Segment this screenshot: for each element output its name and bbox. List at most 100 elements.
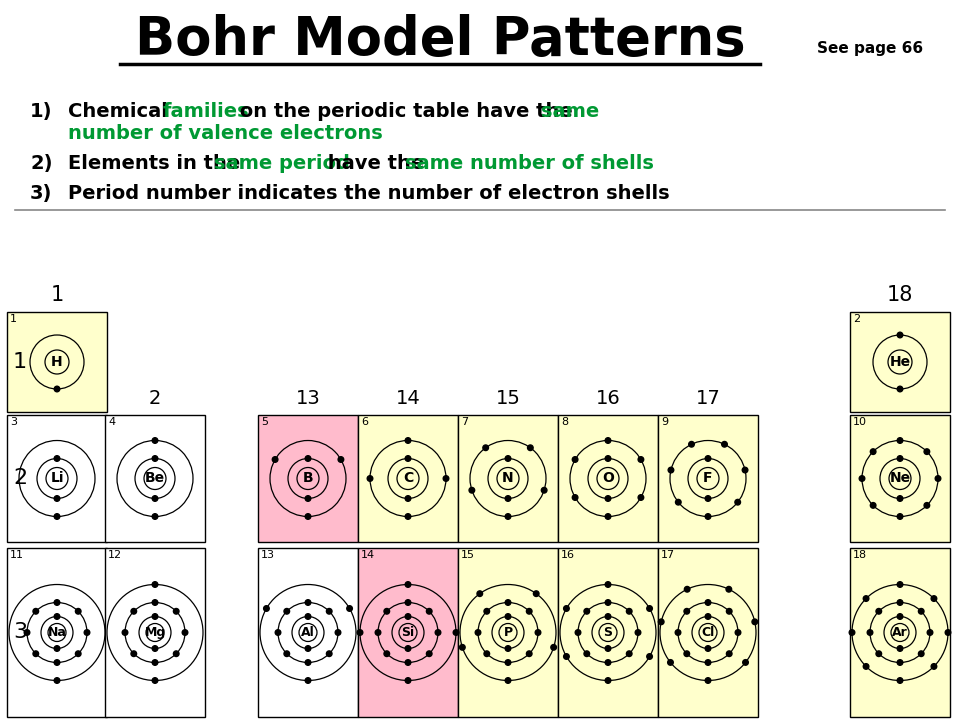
- Circle shape: [605, 678, 611, 683]
- Text: 13: 13: [296, 389, 321, 408]
- Circle shape: [505, 678, 511, 683]
- Bar: [258, 415, 358, 542]
- Circle shape: [144, 467, 166, 490]
- Circle shape: [946, 630, 950, 635]
- Circle shape: [564, 606, 569, 611]
- Circle shape: [153, 646, 157, 652]
- Text: F: F: [704, 472, 712, 485]
- Text: 3: 3: [12, 623, 27, 642]
- Circle shape: [475, 630, 481, 635]
- Circle shape: [46, 467, 68, 490]
- Circle shape: [551, 644, 557, 650]
- Circle shape: [375, 630, 381, 635]
- Circle shape: [605, 495, 611, 501]
- Circle shape: [684, 608, 689, 614]
- Circle shape: [599, 624, 617, 642]
- Circle shape: [697, 467, 719, 490]
- Bar: [458, 415, 558, 542]
- Circle shape: [605, 660, 611, 665]
- Circle shape: [526, 651, 532, 657]
- Text: 18: 18: [887, 285, 913, 305]
- Circle shape: [426, 608, 432, 614]
- Circle shape: [453, 630, 459, 635]
- Text: 9: 9: [661, 417, 668, 427]
- Circle shape: [153, 582, 157, 588]
- Text: B: B: [302, 472, 313, 485]
- Text: See page 66: See page 66: [817, 40, 924, 55]
- Text: 5: 5: [261, 417, 268, 427]
- Circle shape: [54, 456, 60, 462]
- Circle shape: [54, 600, 60, 606]
- Circle shape: [54, 386, 60, 392]
- Circle shape: [264, 606, 269, 611]
- Text: He: He: [889, 355, 911, 369]
- Text: Bohr Model Patterns: Bohr Model Patterns: [134, 14, 745, 66]
- Text: 2): 2): [30, 154, 53, 173]
- Text: Li: Li: [50, 472, 63, 485]
- Circle shape: [405, 600, 411, 606]
- Circle shape: [174, 651, 179, 657]
- Circle shape: [638, 456, 644, 462]
- Text: 2: 2: [853, 314, 860, 324]
- Circle shape: [726, 587, 732, 592]
- Circle shape: [597, 467, 619, 490]
- Circle shape: [898, 660, 902, 665]
- Circle shape: [273, 456, 277, 462]
- Circle shape: [153, 678, 157, 683]
- Circle shape: [76, 608, 81, 614]
- Circle shape: [153, 495, 157, 501]
- Circle shape: [605, 582, 611, 588]
- Circle shape: [706, 495, 710, 501]
- Circle shape: [460, 644, 466, 650]
- Circle shape: [605, 613, 611, 619]
- Bar: [7, 312, 107, 412]
- Circle shape: [357, 630, 363, 635]
- Text: Ar: Ar: [892, 626, 908, 639]
- Circle shape: [326, 608, 332, 614]
- Text: 4: 4: [108, 417, 115, 427]
- Circle shape: [584, 651, 589, 657]
- Circle shape: [850, 630, 854, 635]
- Circle shape: [499, 624, 517, 642]
- Circle shape: [131, 608, 136, 614]
- Circle shape: [876, 608, 881, 614]
- Circle shape: [435, 630, 441, 635]
- Text: 2: 2: [12, 469, 27, 488]
- Circle shape: [497, 467, 519, 490]
- Circle shape: [45, 350, 69, 374]
- Circle shape: [122, 630, 128, 635]
- Text: S: S: [604, 626, 612, 639]
- Circle shape: [326, 651, 332, 657]
- Text: 7: 7: [461, 417, 468, 427]
- Text: Cl: Cl: [702, 626, 714, 639]
- Circle shape: [575, 630, 581, 635]
- Circle shape: [898, 613, 902, 619]
- Circle shape: [684, 587, 690, 592]
- Text: C: C: [403, 472, 413, 485]
- Text: on the periodic table have the: on the periodic table have the: [233, 102, 580, 121]
- Text: 8: 8: [561, 417, 568, 427]
- Circle shape: [898, 513, 902, 519]
- Circle shape: [505, 600, 511, 606]
- Circle shape: [919, 608, 924, 614]
- Circle shape: [898, 600, 902, 606]
- Circle shape: [24, 630, 30, 635]
- Circle shape: [647, 654, 653, 660]
- Circle shape: [889, 467, 911, 490]
- Circle shape: [935, 476, 941, 481]
- Circle shape: [871, 449, 876, 454]
- Circle shape: [706, 646, 710, 652]
- Circle shape: [505, 646, 511, 652]
- Text: Elements in the: Elements in the: [68, 154, 247, 173]
- Circle shape: [727, 608, 732, 614]
- Circle shape: [174, 608, 179, 614]
- Circle shape: [699, 624, 717, 642]
- Circle shape: [676, 500, 681, 505]
- Circle shape: [735, 500, 740, 505]
- Circle shape: [153, 613, 157, 619]
- Circle shape: [367, 476, 372, 481]
- Circle shape: [405, 582, 411, 588]
- Circle shape: [405, 513, 411, 519]
- Text: 10: 10: [853, 417, 867, 427]
- Circle shape: [863, 664, 869, 670]
